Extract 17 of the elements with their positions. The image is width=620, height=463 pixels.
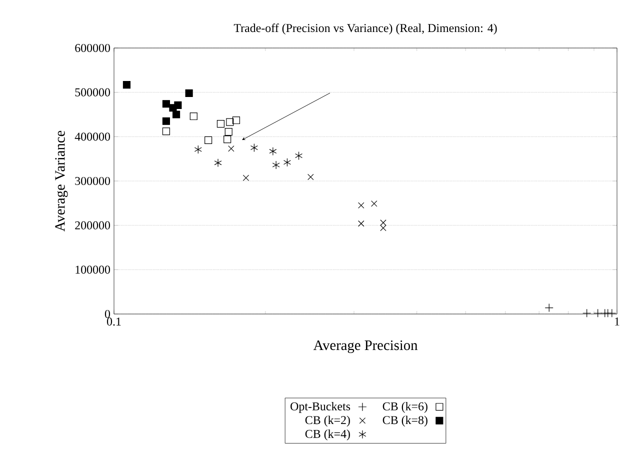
- legend-label: CB (k=2): [305, 416, 350, 427]
- y-tick-label: 300000: [75, 176, 110, 186]
- x-tick-label: 0.1: [106, 318, 121, 326]
- legend-label: CB (k=6): [382, 402, 428, 413]
- legend-label: CB (k=8): [382, 416, 428, 427]
- legend-label: Opt-Buckets: [290, 402, 350, 413]
- y-tick-label: 200000: [75, 221, 110, 230]
- x-tick-label: 1: [615, 318, 620, 326]
- y-tick-label: 500000: [75, 88, 110, 96]
- legend-label: CB (k=4): [305, 430, 350, 440]
- y-axis-title: Average Variance: [55, 130, 68, 232]
- chart-title: Trade-off (Precision vs Variance) (Real, Dimension: 4): [234, 24, 497, 35]
- y-tick-label: 600000: [75, 44, 110, 52]
- x-axis-title: Average Precision: [313, 340, 418, 354]
- y-tick-label: 0: [104, 310, 110, 318]
- y-tick-label: 400000: [74, 132, 110, 141]
- y-tick-label: 100000: [76, 266, 110, 274]
